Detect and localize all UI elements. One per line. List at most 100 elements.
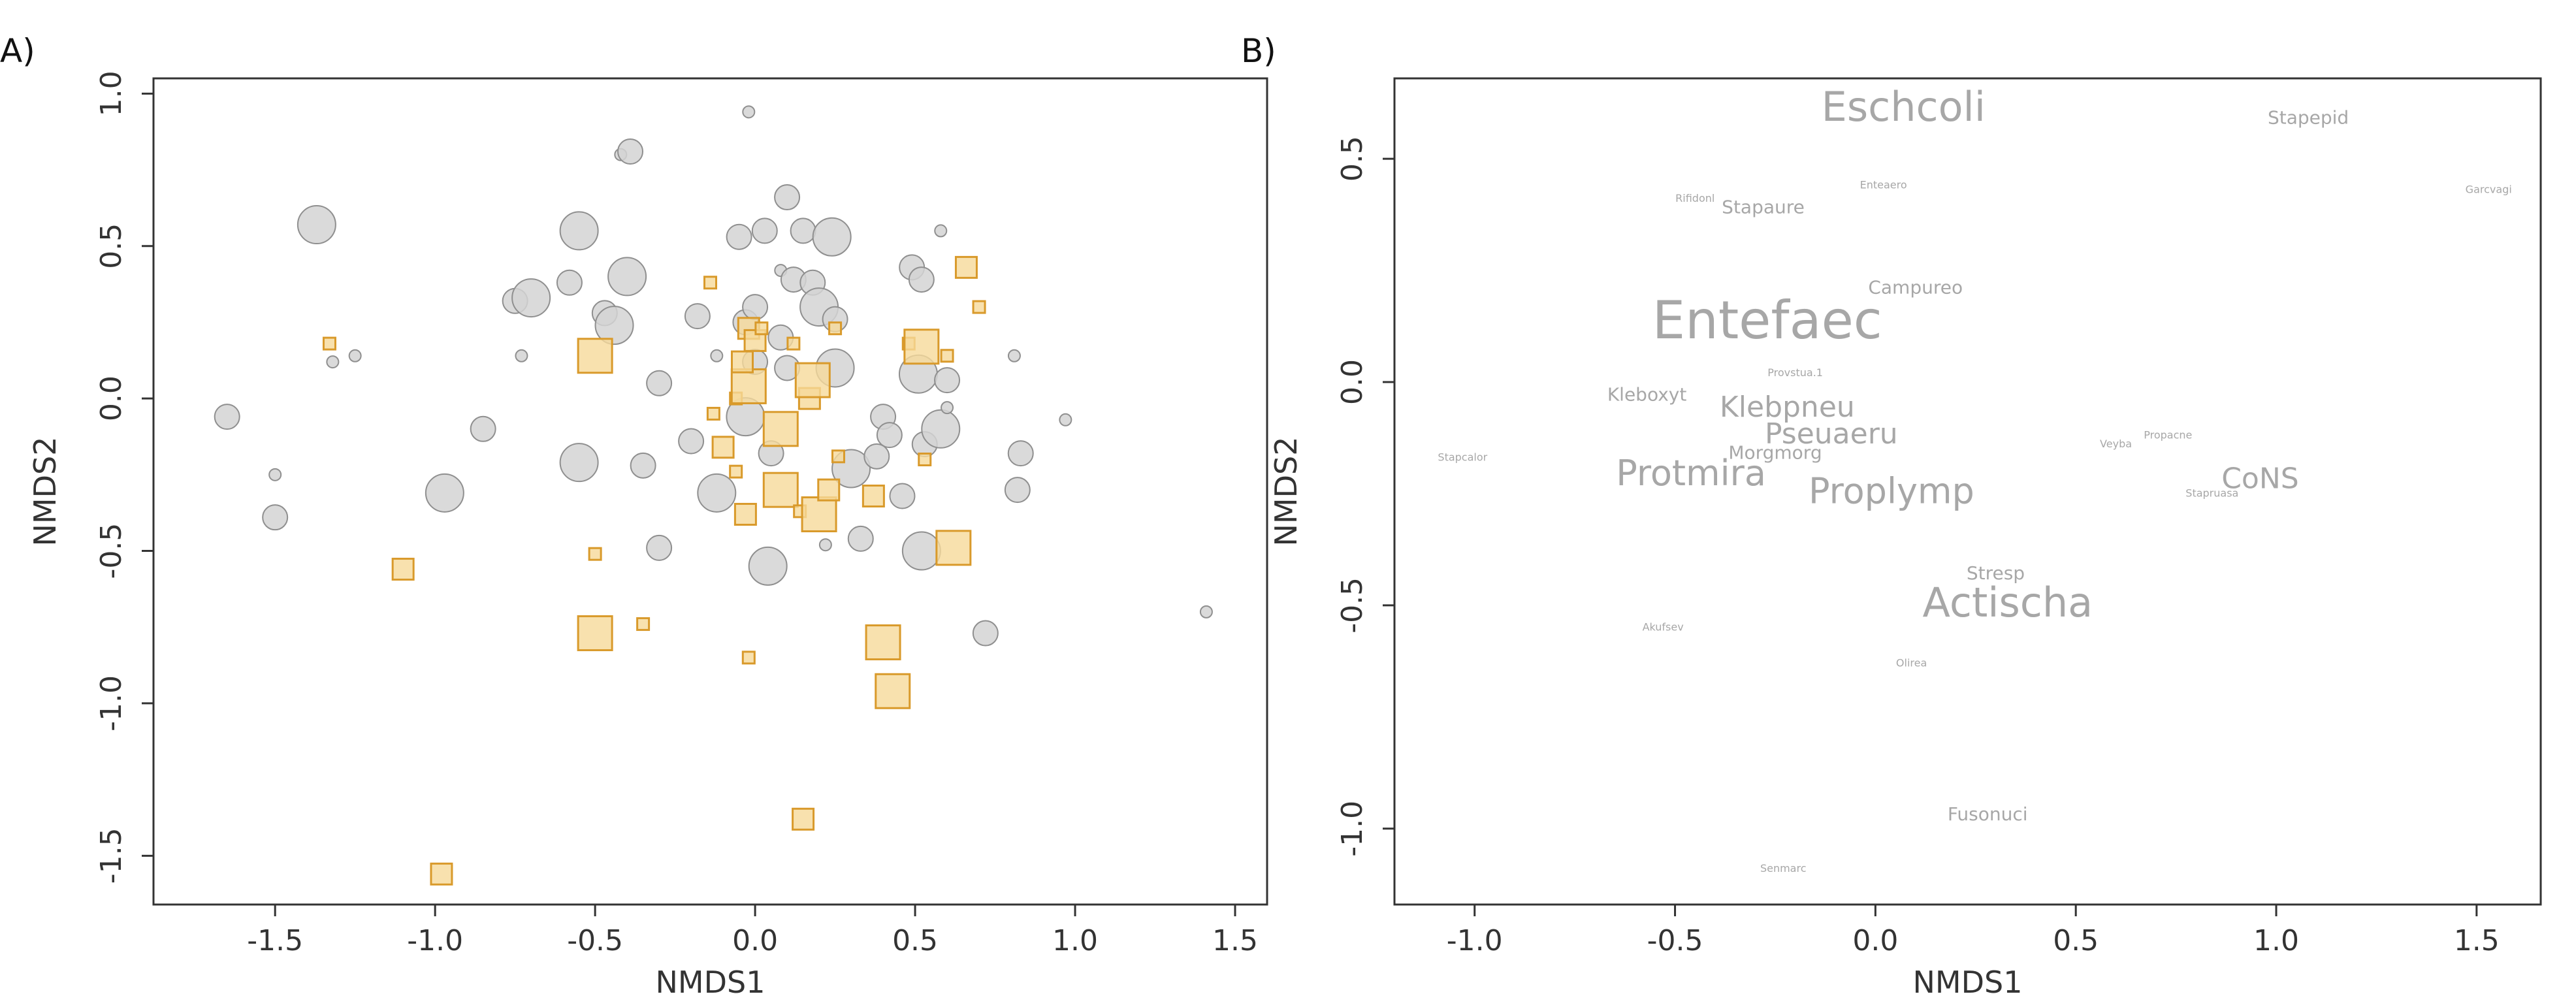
circle-sample-point [326, 355, 340, 369]
circle-sample-point [697, 473, 737, 513]
circle-sample-point [934, 224, 948, 238]
species-label: Morgmorg [1728, 441, 1822, 463]
circle-sample-point [934, 367, 961, 394]
y-tick-label: 0.0 [1336, 359, 1369, 405]
square-sample-point [391, 558, 415, 581]
species-label: Pseuaeru [1765, 417, 1898, 451]
x-tick-label: 0.0 [732, 924, 778, 957]
panel-b-x-axis: -1.0 -0.5 0.0 0.5 1.0 1.5 [1447, 905, 2500, 957]
species-label: Stapepid [2268, 107, 2349, 129]
square-sample-point [918, 452, 932, 466]
circle-sample-point [515, 349, 528, 362]
species-label: Protmira [1616, 453, 1766, 494]
circle-sample-point [617, 138, 644, 165]
circle-sample-point [901, 531, 941, 571]
y-tick-label: -0.5 [95, 523, 128, 579]
species-label: Provstua.1 [1767, 366, 1823, 379]
circle-sample-point [908, 266, 935, 293]
square-sample-point [729, 464, 743, 479]
circle-sample-point [1007, 440, 1034, 467]
x-tick-label: -0.5 [567, 924, 623, 957]
circle-sample-point [812, 217, 852, 257]
circle-sample-point [742, 294, 769, 321]
square-sample-point [741, 650, 756, 665]
circle-sample-point [559, 211, 599, 251]
panel-a-y-axis: 1.0 0.5 0.0 -0.5 -1.0 -1.5 [95, 71, 153, 884]
square-sample-point [828, 321, 843, 336]
species-label: Enteaero [1860, 179, 1907, 191]
x-tick-label: 0.0 [1852, 924, 1898, 957]
species-label: Campureo [1868, 276, 1963, 298]
circle-sample-point [941, 401, 954, 415]
circle-sample-point [751, 217, 778, 244]
circle-sample-point [1007, 349, 1021, 362]
circle-sample-point [889, 483, 916, 509]
panel-a-y-axis-title: NMDS2 [27, 437, 63, 547]
x-tick-label: 1.5 [1212, 924, 1258, 957]
y-tick-label: 1.0 [95, 71, 128, 116]
circle-sample-point [726, 223, 752, 250]
square-sample-point [577, 615, 613, 652]
species-label: Fusonuci [1948, 803, 2028, 825]
square-sample-point [794, 362, 831, 398]
species-label: Olirea [1896, 656, 1927, 669]
circle-sample-point [1059, 413, 1072, 426]
circle-sample-point [214, 404, 240, 430]
square-sample-point [817, 478, 841, 502]
circle-sample-point [774, 184, 801, 211]
x-tick-label: 0.5 [2053, 924, 2099, 957]
x-tick-label: 1.0 [1052, 924, 1098, 957]
circle-sample-point [594, 306, 634, 345]
species-label: Klebpneu [1720, 391, 1855, 424]
square-sample-point [762, 411, 799, 447]
square-sample-point [730, 350, 754, 374]
circle-sample-point [742, 105, 756, 119]
circle-sample-point [790, 217, 816, 244]
square-sample-point [972, 300, 986, 314]
panel-a-scatter: A) -1.5 -1.0 -0.5 0.0 0.5 1.0 1.5 1.0 0.5 0.0 -0.… [0, 32, 1268, 994]
circle-sample-point [348, 349, 362, 362]
circle-sample-point [684, 303, 711, 330]
species-label: Kleboxyt [1607, 383, 1687, 405]
y-tick-label: -0.5 [1336, 577, 1369, 633]
panel-b-y-axis-title: NMDS2 [1268, 437, 1304, 547]
y-tick-label: 0.5 [95, 223, 128, 269]
square-sample-point [903, 329, 940, 365]
panel-a-points [214, 105, 1213, 886]
x-tick-label: -0.5 [1647, 924, 1703, 957]
x-tick-label: 1.5 [2454, 924, 2500, 957]
square-sample-point [711, 436, 735, 459]
species-label: Stresp [1967, 562, 2025, 584]
species-label: Akufsev [1643, 621, 1684, 633]
y-tick-label: 0.5 [1336, 136, 1369, 182]
species-label: Actischa [1923, 579, 2093, 626]
square-sample-point [861, 485, 885, 508]
circle-sample-point [710, 349, 724, 362]
square-sample-point [322, 336, 336, 351]
circle-sample-point [607, 257, 647, 297]
circle-sample-point [425, 473, 464, 513]
species-label: Proplymp [1809, 471, 1974, 512]
species-label: Rifidonl [1675, 192, 1715, 204]
square-sample-point [762, 472, 799, 508]
circle-sample-point [470, 415, 496, 442]
species-label: Entefaec [1652, 290, 1882, 351]
x-tick-label: 0.5 [892, 924, 938, 957]
species-label: Stapruasa [2185, 487, 2238, 499]
circle-sample-point [678, 428, 705, 455]
y-tick-label: -1.0 [95, 675, 128, 731]
species-label: Garcvagi [2466, 183, 2512, 195]
circle-sample-point [1004, 477, 1031, 504]
panel-a-x-axis-title: NMDS1 [656, 965, 765, 994]
square-sample-point [940, 349, 954, 363]
circle-sample-point [646, 370, 673, 396]
circle-sample-point [876, 422, 903, 449]
circle-sample-point [818, 538, 832, 552]
species-label: Stapaure [1722, 196, 1805, 217]
x-tick-label: -1.0 [1447, 924, 1503, 957]
panel-a-plot-frame [152, 77, 1268, 906]
circle-sample-point [1199, 605, 1213, 618]
square-sample-point [831, 449, 845, 464]
panel-a-label: A) [0, 32, 35, 70]
